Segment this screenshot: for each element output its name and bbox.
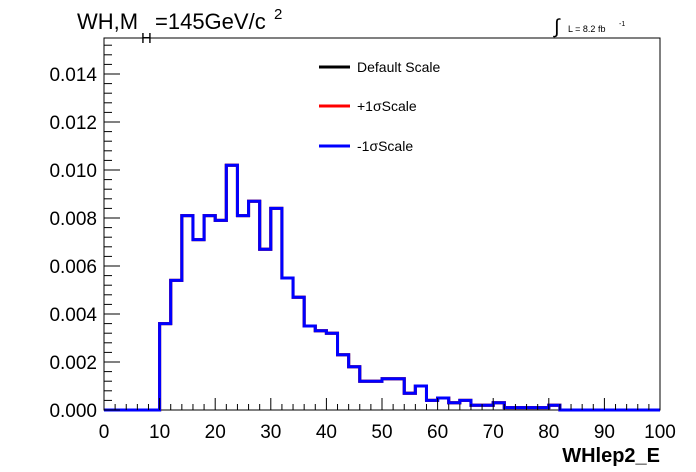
lumi-text: L = 8.2 fb — [568, 24, 605, 34]
lumi-superscript: -1 — [619, 21, 625, 28]
title-superscript: 2 — [274, 6, 282, 23]
y-tick-label: 0.012 — [49, 113, 97, 134]
series-default-scale — [104, 163, 660, 412]
x-tick-label: 80 — [538, 422, 559, 443]
x-tick-label: 20 — [205, 422, 226, 443]
series-layer — [104, 163, 660, 412]
title-rest: =145GeV/c — [155, 9, 266, 34]
y-tick-label: 0.008 — [49, 209, 97, 230]
luminosity-label: ∫ L = 8.2 fb -1 — [553, 16, 625, 38]
y-tick-label: 0.000 — [49, 401, 97, 422]
legend-label-default: Default Scale — [357, 59, 440, 75]
axes-layer: 0 10 20 30 40 50 60 70 80 90 100 0.000 0.002 0.004 0.0… — [49, 44, 676, 443]
x-tick-label: 10 — [149, 422, 170, 443]
x-tick-label: 60 — [427, 422, 448, 443]
y-tick-label: 0.006 — [49, 257, 97, 278]
x-tick-label: 70 — [483, 422, 504, 443]
series-minus-sigma-scale — [104, 163, 660, 412]
y-tick-label: 0.002 — [49, 353, 97, 374]
x-tick-label: 100 — [644, 422, 676, 443]
y-tick-label: 0.004 — [49, 305, 97, 326]
chart-title: WH,M H =145GeV/c 2 — [77, 6, 282, 47]
x-axis-title: WHlep2_E — [562, 445, 660, 467]
legend: Default Scale +1σScale -1σScale — [319, 59, 440, 154]
x-tick-label: 30 — [260, 422, 281, 443]
integral-symbol: ∫ — [553, 16, 561, 38]
x-tick-label: 90 — [594, 422, 615, 443]
plot-frame — [103, 37, 661, 411]
y-tick-label: 0.010 — [49, 161, 97, 182]
title-main: WH,M — [77, 9, 138, 34]
y-tick-label: 0.014 — [49, 65, 97, 86]
legend-label-plus-sigma: +1σScale — [357, 98, 417, 114]
x-tick-label: 40 — [316, 422, 337, 443]
series-plus-sigma-scale — [104, 163, 660, 412]
x-tick-label: 0 — [99, 422, 110, 443]
legend-label-minus-sigma: -1σScale — [357, 138, 413, 154]
x-tick-label: 50 — [371, 422, 392, 443]
